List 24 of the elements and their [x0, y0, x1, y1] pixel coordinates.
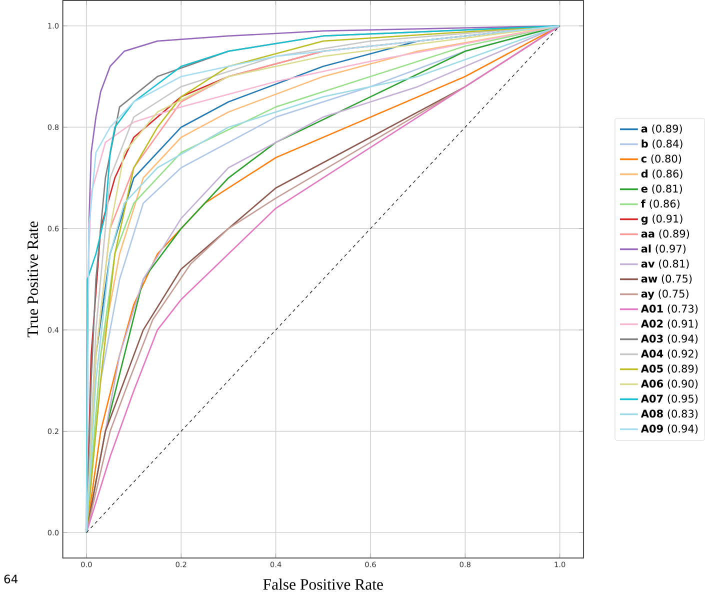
- y-axis-title: True Positive Rate: [28, 221, 38, 338]
- legend-label: f (0.86): [641, 199, 680, 209]
- legend-label: e (0.81): [641, 184, 682, 194]
- legend-label: A09 (0.94): [640, 424, 698, 434]
- text: 64: [4, 574, 18, 584]
- legend-label: a (0.89): [641, 124, 682, 134]
- legend-label: ay (0.75): [641, 289, 688, 300]
- legend-label: A06 (0.90): [640, 379, 698, 389]
- legend-label: g (0.91): [641, 214, 682, 225]
- legend-label: A07 (0.95): [640, 394, 698, 404]
- legend-label: A02 (0.91): [640, 319, 698, 329]
- legend-label: al (0.97): [641, 244, 686, 254]
- legend-label: A03 (0.94): [640, 334, 698, 344]
- legend-label: A04 (0.92): [640, 349, 698, 359]
- legend-label: A08 (0.83): [640, 409, 698, 419]
- legend-label: c (0.80): [641, 154, 682, 164]
- legend-label: A05 (0.89): [640, 364, 698, 374]
- legend-label: aa (0.89): [641, 229, 690, 239]
- x-axis-title: False Positive Rate: [263, 578, 383, 590]
- legend-label: aw (0.75): [641, 274, 692, 284]
- legend-label: b (0.84): [642, 139, 682, 149]
- legend-label: av (0.81): [641, 259, 689, 269]
- legend-label: A01 (0.73): [640, 304, 698, 314]
- legend-label: d (0.86): [641, 169, 682, 179]
